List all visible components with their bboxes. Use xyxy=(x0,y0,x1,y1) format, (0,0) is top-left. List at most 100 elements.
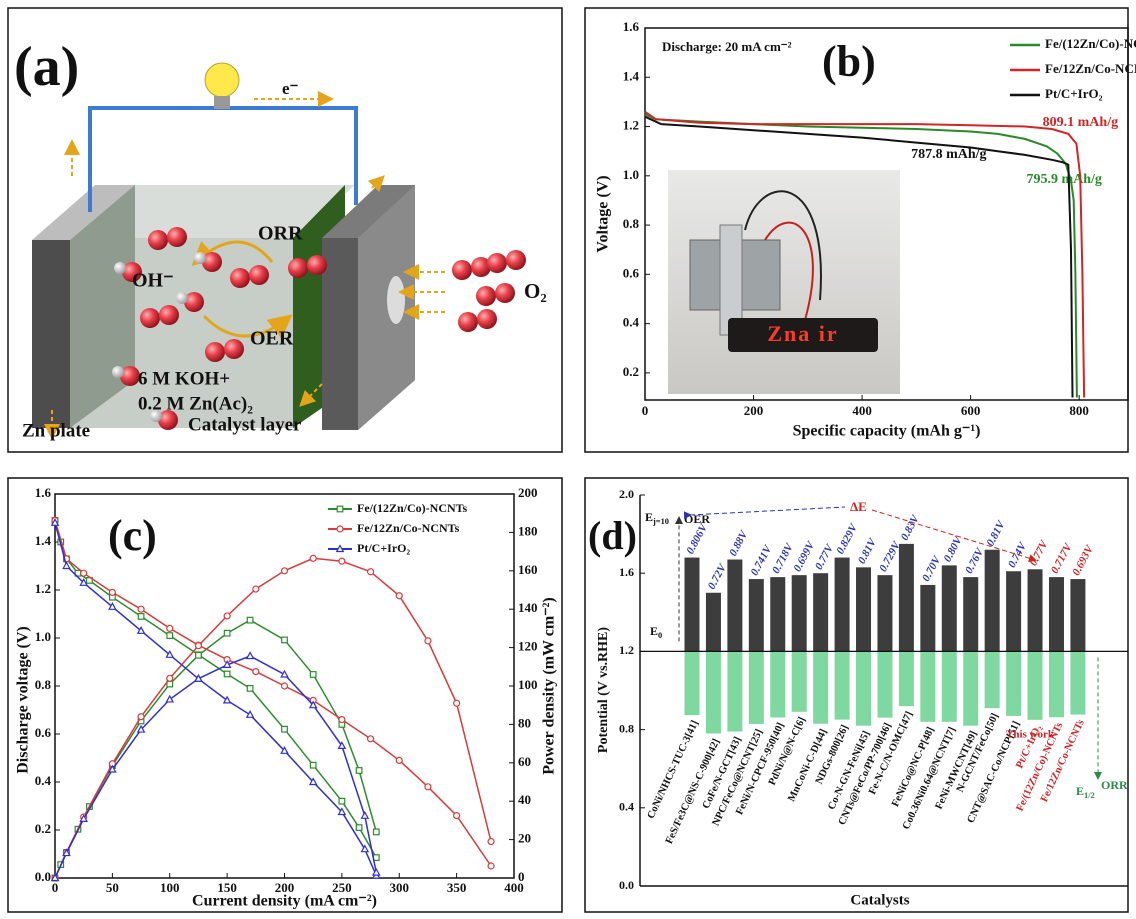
marker xyxy=(223,612,231,620)
delta-arrow xyxy=(871,509,1037,563)
oxygen-atom xyxy=(288,258,308,278)
y-tick-label: 0.4 xyxy=(35,773,52,788)
orr-bar xyxy=(705,651,721,734)
marker xyxy=(424,637,432,645)
marker xyxy=(50,873,60,882)
oxygen-label: O₂ xyxy=(524,279,547,303)
cable xyxy=(764,221,814,321)
oxygen-atom xyxy=(495,283,515,303)
legend-label: Pt/C+IrO₂ xyxy=(357,541,410,555)
y-tick-label: 1.2 xyxy=(619,643,634,657)
oer-bar xyxy=(1048,577,1064,652)
plot-frame xyxy=(644,27,1129,401)
oer-bar xyxy=(963,577,979,652)
marker xyxy=(336,505,344,513)
y2-tick-label: 0 xyxy=(518,869,525,884)
oxygen-atom xyxy=(452,260,472,280)
panel-frame xyxy=(7,477,563,913)
orr-bar xyxy=(856,651,872,726)
y-axis-label: Discharge voltage (V) xyxy=(15,626,32,774)
hydrogen-atom xyxy=(176,292,188,304)
marker xyxy=(79,814,89,822)
oer-bar xyxy=(684,557,700,652)
oer-bar xyxy=(1070,579,1086,652)
capacity-label: 795.9 mAh/g xyxy=(1026,172,1101,187)
marker xyxy=(308,700,318,709)
y-tick-label: 0.8 xyxy=(623,216,640,231)
onset-label: Ej=10 xyxy=(645,510,669,527)
orr-bar xyxy=(1070,651,1086,715)
panel-label: (b) xyxy=(822,37,876,86)
marker xyxy=(222,660,232,668)
y2-tick-label: 60 xyxy=(518,754,531,769)
oer-bar xyxy=(791,575,807,652)
text-part: j=10 xyxy=(652,517,669,526)
x-axis-label: Catalysts xyxy=(850,892,909,908)
marker xyxy=(487,837,495,846)
marker xyxy=(280,682,289,690)
marker xyxy=(245,651,255,660)
oer-bar xyxy=(1006,571,1022,652)
orr-bar xyxy=(813,651,829,724)
marker xyxy=(366,735,375,743)
x-tick-label: 100 xyxy=(160,880,180,895)
x-tick-label: 800 xyxy=(1069,403,1089,418)
oxygen-atom xyxy=(167,227,187,247)
oxygen-atom xyxy=(159,305,179,325)
marker xyxy=(338,557,346,565)
orr-bar xyxy=(963,651,979,726)
marker xyxy=(453,699,461,707)
x-tick-label: 200 xyxy=(275,880,295,895)
marker xyxy=(137,713,145,721)
oxygen-atom xyxy=(249,265,269,285)
panel-label: (a) xyxy=(14,36,79,98)
zn-plate xyxy=(32,240,70,428)
orr-bar xyxy=(770,651,786,718)
marker xyxy=(360,844,370,853)
air-hole xyxy=(387,276,405,324)
marker xyxy=(80,569,88,577)
oxygen-atom xyxy=(307,255,327,275)
y-tick-label: 0.2 xyxy=(35,821,51,836)
led-badge xyxy=(728,318,878,352)
oer-bar xyxy=(984,549,1000,652)
oer-arrow xyxy=(202,314,293,339)
x-axis-label: Specific capacity (mAh g⁻¹) xyxy=(793,423,981,440)
y-tick-label: 0.2 xyxy=(623,364,639,379)
y-tick-label: 1.4 xyxy=(35,533,52,548)
y-tick-label: 2.0 xyxy=(619,487,634,501)
arrow xyxy=(367,175,385,193)
marker xyxy=(136,626,146,634)
hydrogen-atom xyxy=(112,366,124,378)
voltage-line xyxy=(54,520,377,858)
marker xyxy=(395,756,403,765)
oxygen-atom xyxy=(487,253,507,273)
x-tick-label: 300 xyxy=(390,880,410,895)
marker xyxy=(338,715,346,724)
delta-arrow xyxy=(683,506,846,520)
x-tick-label: 400 xyxy=(504,880,524,895)
marker xyxy=(281,725,288,733)
y-tick-label: 1.0 xyxy=(623,167,639,182)
marker xyxy=(246,684,254,692)
marker xyxy=(360,811,370,819)
marker xyxy=(137,605,145,613)
cable xyxy=(744,190,822,301)
legend-label: Fe/(12Zn/Co)-NCNTs xyxy=(357,501,468,515)
y-tick-label: 0.6 xyxy=(35,725,52,740)
y2-tick-label: 80 xyxy=(518,715,531,730)
y2-tick-label: 100 xyxy=(518,677,538,692)
capacity-label: 809.1 mAh/g xyxy=(1043,115,1118,130)
power-line xyxy=(54,655,378,879)
y-tick-label: 0.8 xyxy=(35,677,52,692)
y-tick-label: 0.6 xyxy=(623,265,640,280)
y-tick-label: 1.0 xyxy=(35,629,51,644)
x-tick-label: 350 xyxy=(447,880,467,895)
marker xyxy=(487,862,495,870)
marker xyxy=(62,848,71,857)
marker xyxy=(336,525,344,533)
marker xyxy=(309,671,317,678)
orr-bar xyxy=(727,651,743,732)
marker xyxy=(246,616,254,624)
text-part: E xyxy=(645,510,653,524)
